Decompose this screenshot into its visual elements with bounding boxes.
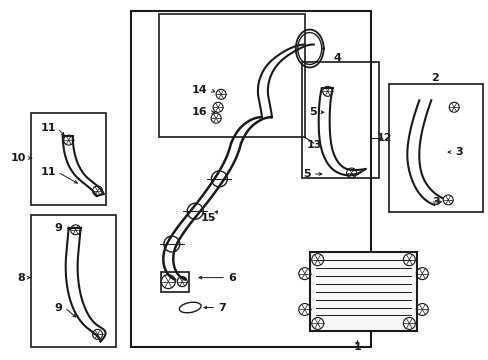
Text: 16: 16 <box>191 107 206 117</box>
Text: 2: 2 <box>430 73 438 84</box>
Text: 10: 10 <box>11 153 26 163</box>
Text: 11: 11 <box>41 123 57 133</box>
Text: 9: 9 <box>55 223 62 233</box>
Bar <box>31 113 105 205</box>
Text: 4: 4 <box>333 54 341 63</box>
Text: 9: 9 <box>55 302 62 312</box>
Text: 8: 8 <box>17 273 25 283</box>
Text: 11: 11 <box>41 167 57 177</box>
Text: 13: 13 <box>306 140 322 150</box>
Bar <box>31 215 116 347</box>
Bar <box>131 11 370 347</box>
Text: 3: 3 <box>454 147 462 157</box>
Text: 15: 15 <box>200 213 215 223</box>
Text: 1: 1 <box>353 342 361 352</box>
Bar <box>161 272 189 292</box>
Bar <box>159 14 304 137</box>
Text: 5: 5 <box>303 169 310 179</box>
Text: 14: 14 <box>191 85 206 95</box>
Text: 5: 5 <box>308 107 316 117</box>
Text: 12: 12 <box>376 133 391 143</box>
Bar <box>388 84 482 212</box>
Text: 7: 7 <box>218 302 225 312</box>
Text: 3: 3 <box>431 197 439 207</box>
Bar <box>309 252 416 332</box>
Bar <box>301 62 379 178</box>
Text: 6: 6 <box>227 273 236 283</box>
